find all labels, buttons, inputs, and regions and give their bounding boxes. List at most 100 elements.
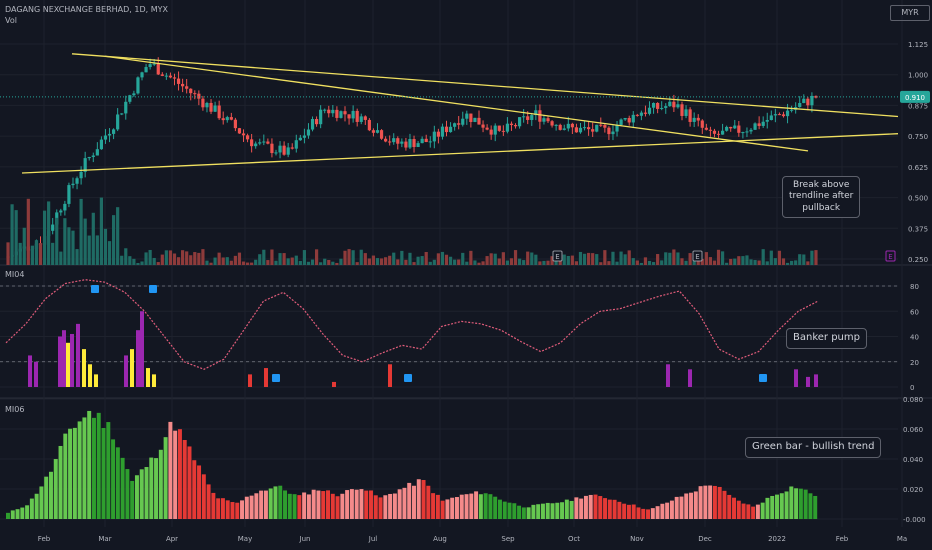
mi06-bar [431, 493, 436, 519]
mi06-bar [283, 490, 288, 519]
candle [668, 101, 672, 107]
volume-bar [424, 251, 428, 265]
volume-bar [55, 217, 59, 265]
mi06-bar [192, 460, 197, 519]
symbol-title[interactable]: DAGANG NEXCHANGE BERHAD, 1D, MYX [5, 5, 168, 14]
candle [209, 102, 213, 112]
volume-bar [323, 258, 327, 265]
volume-bar [99, 197, 104, 265]
volume-bar [765, 261, 769, 265]
candle [680, 104, 684, 116]
candle [95, 149, 99, 156]
candle [359, 116, 363, 122]
candle [444, 126, 449, 133]
mi06-pane [6, 410, 818, 519]
candle [193, 93, 197, 95]
volume-bar [582, 253, 587, 265]
mi04-bar [248, 374, 252, 387]
volume-bar [270, 249, 274, 265]
candle [116, 114, 120, 130]
mi06-bar [278, 485, 283, 519]
volume-bar [6, 242, 10, 265]
mi06-bar [20, 507, 25, 519]
volume-bar [623, 254, 627, 265]
price-tick-label: 0.500 [908, 195, 928, 203]
candle [542, 118, 546, 122]
mi06-bar [813, 495, 818, 519]
candle [493, 125, 497, 135]
candle [363, 116, 367, 120]
mi06-bar [698, 486, 703, 519]
candle [505, 123, 510, 132]
candle [132, 93, 136, 96]
candle [128, 95, 132, 102]
mi04-bar [264, 368, 268, 387]
volume-bar [599, 262, 603, 265]
volume-bar [314, 249, 319, 265]
mi06-bar [77, 421, 82, 519]
candle [761, 121, 765, 126]
candle [278, 145, 282, 153]
x-tick-label: Jul [368, 535, 378, 543]
mi06-bar [564, 499, 569, 519]
volume-bar [95, 235, 99, 265]
volume-bar [448, 256, 453, 265]
candle [420, 138, 424, 144]
mi04-bar [332, 381, 336, 387]
volume-bar [712, 260, 717, 265]
earnings-marker-future [885, 250, 896, 262]
mi06-bar [263, 490, 268, 519]
candle [327, 109, 331, 114]
volume-bar [562, 254, 566, 265]
mi06-bar [545, 502, 550, 519]
volume-bar [103, 228, 108, 265]
volume-bar [672, 249, 676, 265]
candle [485, 127, 489, 130]
mi06-bar [39, 486, 44, 519]
last-price-box [900, 90, 930, 103]
mi06-bar [607, 499, 612, 519]
volume-bar [205, 260, 209, 265]
volume-bar [327, 259, 331, 265]
candle [725, 126, 729, 131]
volume-bar [408, 252, 412, 265]
mi06-bar [579, 498, 584, 519]
price-tick-label: 0.625 [908, 164, 928, 172]
mi06-bar [53, 459, 58, 519]
volume-bar [160, 254, 164, 265]
volume-bar [688, 253, 692, 265]
candle [367, 119, 371, 131]
candle [769, 115, 773, 121]
mi06-bar [249, 495, 254, 519]
volume-bar [814, 250, 818, 265]
banker-pump-callout[interactable]: Banker pump [786, 328, 867, 349]
mi06-bar [6, 512, 10, 519]
volume-bar [75, 249, 79, 265]
mi04-tick-label: 60 [910, 308, 919, 316]
mi06-bar [211, 492, 216, 519]
breakout-callout[interactable]: Break above trendline after pullback [782, 176, 861, 218]
volume-bar [237, 252, 242, 265]
price-tick-label: 0.375 [908, 225, 928, 233]
volume-bar [136, 262, 140, 265]
mi06-bar [646, 509, 651, 519]
candle [745, 131, 749, 133]
candle [124, 101, 128, 114]
volume-bar [217, 252, 221, 265]
mi06-bar [622, 503, 627, 519]
candle [164, 75, 168, 77]
candle [765, 120, 769, 122]
mi06-bar [536, 504, 541, 519]
candle [704, 127, 708, 130]
candle [205, 102, 209, 108]
currency-badge[interactable]: MYR [890, 5, 930, 21]
mi06-bar [273, 486, 278, 519]
volume-bar [18, 242, 22, 265]
volume-bar [725, 262, 729, 265]
candle [241, 133, 246, 136]
mi06-bar [540, 503, 545, 519]
green-bar-callout[interactable]: Green bar - bullish trend [745, 437, 882, 458]
mi06-bar [154, 458, 159, 519]
volume-bar [692, 261, 696, 265]
